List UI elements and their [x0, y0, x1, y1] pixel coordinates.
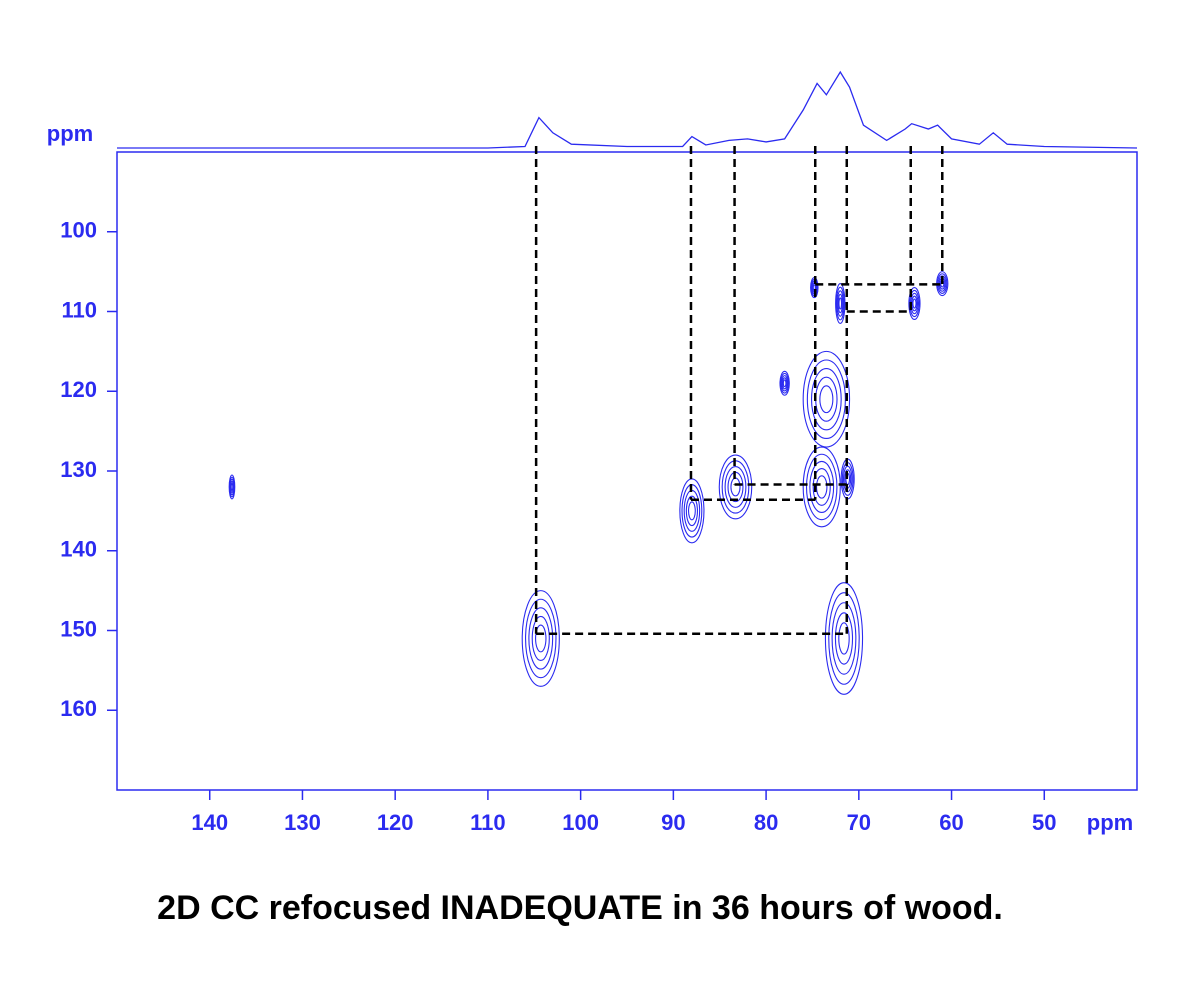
contour — [831, 602, 857, 675]
x-axis-label: ppm — [1087, 810, 1133, 835]
x-tick-label: 90 — [661, 810, 685, 835]
contour — [781, 377, 788, 390]
contour — [802, 350, 851, 448]
x-tick-label: 140 — [191, 810, 228, 835]
contour — [815, 376, 838, 422]
contour — [780, 372, 789, 394]
contour — [806, 359, 846, 440]
contour — [782, 379, 787, 388]
contour — [835, 283, 846, 325]
y-tick-label: 150 — [60, 616, 97, 641]
contour — [718, 454, 753, 520]
contour — [521, 590, 560, 687]
x-tick-label: 50 — [1032, 810, 1056, 835]
contour — [810, 368, 842, 431]
chart-title: 2D CC refocused INADEQUATE in 36 hours o… — [157, 889, 1003, 927]
contour — [779, 370, 790, 396]
x-tick-label: 80 — [754, 810, 778, 835]
contour — [836, 290, 844, 317]
contour — [838, 622, 850, 655]
x-tick-label: 60 — [939, 810, 963, 835]
contour — [912, 298, 917, 309]
contour — [812, 468, 831, 506]
y-tick-label: 140 — [60, 537, 97, 562]
plot-frame — [116, 151, 1138, 791]
contour — [802, 446, 841, 528]
x-tick-label: 110 — [470, 810, 506, 835]
projection-trace — [117, 70, 1138, 149]
contour — [721, 460, 750, 514]
contour — [834, 612, 854, 665]
contour — [230, 483, 234, 491]
contour — [687, 501, 696, 521]
contour — [685, 495, 699, 527]
contour — [828, 592, 860, 685]
contour — [681, 484, 703, 538]
y-tick-label: 110 — [62, 297, 98, 322]
x-tick-label: 100 — [562, 810, 599, 835]
x-tick-label: 130 — [284, 810, 321, 835]
contour — [819, 385, 834, 414]
contour — [908, 287, 921, 321]
contour — [781, 375, 789, 392]
contour — [525, 598, 557, 679]
contour — [730, 477, 741, 497]
x-tick-label: 70 — [847, 810, 871, 835]
contour — [815, 475, 828, 499]
y-tick-label: 100 — [60, 218, 97, 243]
contour — [824, 582, 864, 695]
contour — [837, 293, 843, 314]
x-tick-label: 120 — [377, 810, 414, 835]
contour — [531, 615, 550, 662]
y-axis-label: ppm — [47, 121, 93, 146]
contour — [535, 624, 547, 653]
contour — [838, 297, 843, 310]
y-tick-label: 120 — [60, 377, 97, 402]
y-tick-label: 130 — [60, 457, 97, 482]
contour — [724, 465, 747, 508]
contour — [805, 453, 838, 521]
contour — [835, 286, 845, 321]
contour — [809, 460, 835, 514]
contour — [528, 607, 554, 670]
y-tick-label: 160 — [60, 696, 97, 721]
